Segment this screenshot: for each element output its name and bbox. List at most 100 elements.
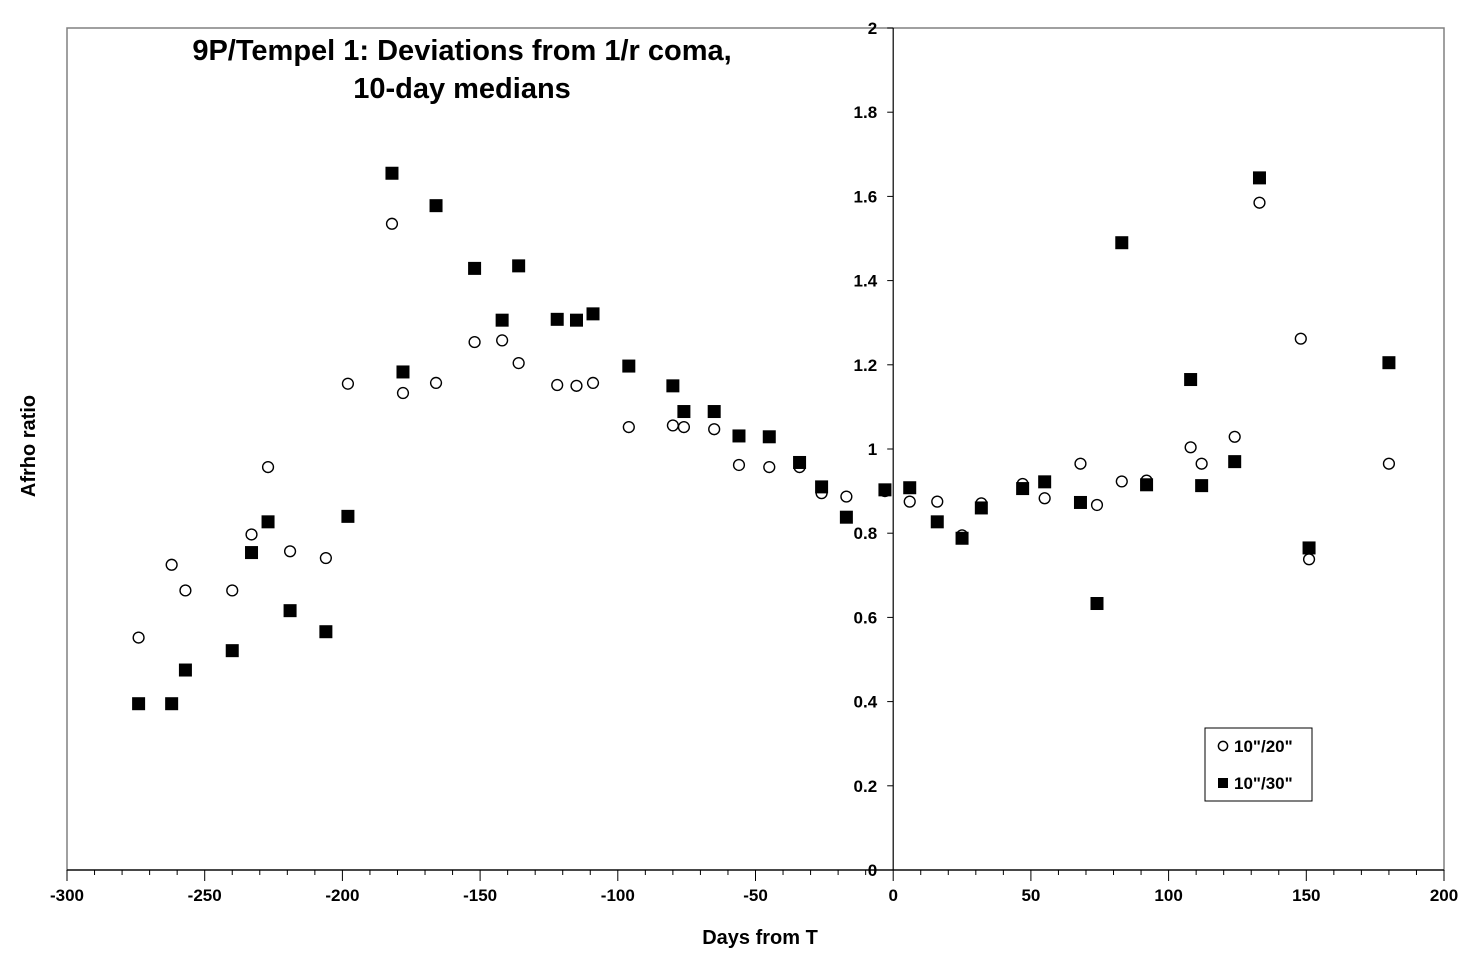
legend-marker-series-2 <box>1218 778 1228 788</box>
data-point-square <box>839 510 853 524</box>
x-tick-label: -50 <box>743 886 768 905</box>
data-point-circle <box>1228 430 1241 443</box>
data-point-square <box>878 483 892 497</box>
data-point-square <box>1382 356 1396 370</box>
data-point-square <box>707 405 721 419</box>
y-tick-label: 1 <box>868 440 877 459</box>
x-tick-label: 100 <box>1154 886 1182 905</box>
data-point-circle <box>1090 498 1104 512</box>
data-point-square <box>396 365 410 379</box>
data-point-square <box>495 313 509 327</box>
data-point-square <box>930 515 944 529</box>
data-point-circle <box>708 423 721 436</box>
x-tick-label: -300 <box>50 886 84 905</box>
data-point-circle <box>763 461 776 474</box>
x-tick-label: -200 <box>325 886 359 905</box>
data-point-square <box>512 259 526 273</box>
axes: -300 -250 -200 -150 -100 -50 0 50 100 150 200 0 0.2 0… <box>50 19 1458 905</box>
data-point-square <box>955 531 969 545</box>
chart-title-line-1: 9P/Tempel 1: Deviations from 1/r coma, <box>192 35 731 67</box>
data-point-circle <box>245 528 258 541</box>
data-point-circle <box>1253 196 1266 209</box>
data-point-circle <box>551 378 564 392</box>
data-point-square <box>1140 478 1154 492</box>
y-tick-label: 2 <box>868 19 877 38</box>
y-tick-label: 0.4 <box>854 693 878 712</box>
data-point-circle <box>385 217 399 230</box>
data-point-circle <box>840 490 853 503</box>
data-point-circle <box>622 421 635 434</box>
data-point-square <box>341 509 355 523</box>
data-point-circle <box>1184 441 1197 454</box>
data-point-circle <box>570 379 583 392</box>
data-point-square <box>586 307 600 321</box>
data-point-square <box>132 697 146 711</box>
x-tick-label: -100 <box>601 886 635 905</box>
legend-label-series-1: 10"/20" <box>1234 737 1293 756</box>
data-point-circle <box>226 584 239 597</box>
data-point-square <box>666 379 680 393</box>
data-point-square <box>762 430 776 444</box>
data-point-circle <box>512 357 525 370</box>
series-2 <box>132 166 1396 711</box>
x-tick-label: 0 <box>888 886 897 905</box>
x-tick-label: 150 <box>1292 886 1320 905</box>
y-tick-label: 0.8 <box>854 524 878 543</box>
data-point-circle <box>1115 475 1128 488</box>
legend-box <box>1204 727 1313 802</box>
legend-marker-series-1 <box>1217 740 1229 752</box>
x-tick-label: 50 <box>1021 886 1040 905</box>
data-point-square <box>1038 475 1052 489</box>
data-point-circle <box>496 334 509 347</box>
data-points <box>132 166 1396 711</box>
data-point-circle <box>732 458 746 472</box>
data-point-circle <box>283 545 297 558</box>
legend: 10"/20" 10"/30" <box>1204 727 1313 802</box>
data-point-circle <box>1195 457 1208 470</box>
data-point-square <box>261 515 275 529</box>
data-point-circle <box>396 386 410 400</box>
y-tick-label: 1.6 <box>854 187 878 206</box>
data-point-circle <box>132 631 145 644</box>
data-point-circle <box>165 558 178 571</box>
data-point-circle <box>468 335 481 349</box>
data-point-square <box>1184 373 1198 387</box>
data-point-circle <box>677 421 690 434</box>
chart-title-line-2: 10-day medians <box>353 73 571 105</box>
data-point-square <box>550 312 564 326</box>
data-point-square <box>677 405 691 419</box>
data-point-square <box>283 604 297 618</box>
data-point-circle <box>1294 332 1307 345</box>
data-point-square <box>974 501 988 515</box>
data-point-circle <box>319 551 332 565</box>
data-point-square <box>1228 455 1242 469</box>
data-point-circle <box>903 495 916 508</box>
y-tick-label: 0 <box>868 861 877 880</box>
data-point-circle <box>1074 457 1087 470</box>
series-1 <box>132 196 1396 644</box>
data-point-circle <box>429 376 443 390</box>
data-point-circle <box>1302 553 1316 566</box>
data-point-square <box>1073 495 1087 509</box>
data-point-square <box>732 429 746 443</box>
data-point-square <box>1016 482 1030 496</box>
y-axis-title: Afrho ratio <box>18 395 40 497</box>
y-tick-label: 1.8 <box>854 103 878 122</box>
x-tick-label: -150 <box>463 886 497 905</box>
data-point-square <box>622 359 636 373</box>
data-point-square <box>178 663 192 677</box>
data-point-square <box>903 481 917 495</box>
y-tick-label: 0.2 <box>854 777 878 796</box>
data-point-circle <box>341 377 355 390</box>
data-point-square <box>1195 479 1209 493</box>
y-tick-label: 1.2 <box>854 356 878 375</box>
x-tick-label: -250 <box>188 886 222 905</box>
y-tick-label: 0.6 <box>854 608 878 627</box>
data-point-circle <box>931 495 944 508</box>
y-tick-label: 1.4 <box>854 272 878 291</box>
data-point-square <box>225 644 239 658</box>
data-point-square <box>569 313 583 327</box>
data-point-circle <box>1382 457 1396 470</box>
data-point-circle <box>1038 492 1051 505</box>
